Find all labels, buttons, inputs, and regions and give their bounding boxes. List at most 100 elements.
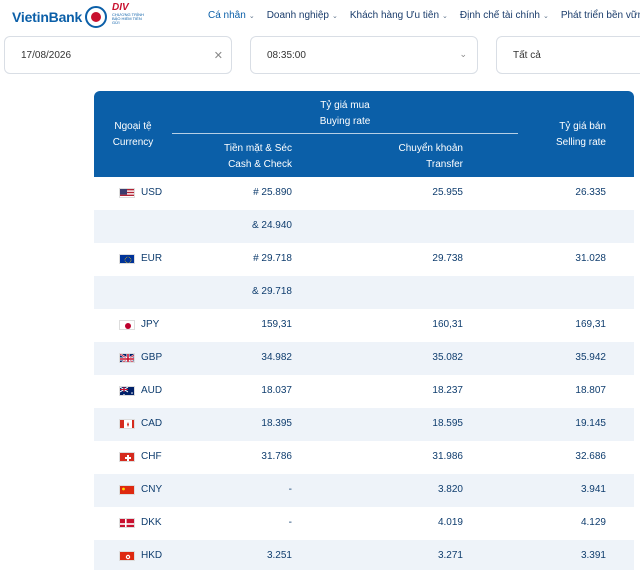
badge-title: DIV — [112, 2, 129, 13]
transfer-rate-cell: 160,31 — [432, 319, 463, 330]
table-row: CHF 31.786 31.986 32.686 — [94, 441, 634, 474]
ca-flag-icon — [119, 418, 135, 429]
nav-item-ca-nhan[interactable]: Cá nhân ⌄ — [208, 10, 255, 21]
table-row: USD # 25.890 25.955 26.335 — [94, 177, 634, 210]
cash-rate-cell: 34.982 — [261, 352, 292, 363]
logo-text: VietinBank — [12, 9, 83, 25]
table-row: HKD 3.251 3.271 3.391 — [94, 540, 634, 570]
selling-rate-cell: 3.941 — [580, 484, 606, 495]
currency-cell: EUR — [119, 253, 162, 264]
cash-rate-cell: - — [288, 517, 292, 528]
nav-item-doanh-nghiep[interactable]: Doanh nghiệp ⌄ — [267, 10, 338, 21]
selling-rate-cell: 4.129 — [580, 517, 606, 528]
hk-flag-icon — [119, 550, 135, 561]
transfer-rate-cell: 31.986 — [432, 451, 463, 462]
header-currency-vi: Ngoại tệ — [114, 121, 152, 132]
logo-mark-icon — [85, 6, 108, 28]
table-row: CNY - 3.820 3.941 — [94, 474, 634, 507]
cash-rate-cell: 18.037 — [261, 385, 292, 396]
header-transfer: Chuyển khoản Transfer — [294, 141, 464, 173]
currency-code: GBP — [141, 352, 163, 363]
header-buying: Tỷ giá mua Buying rate — [172, 98, 518, 130]
nav-item-khach-hang-uu-tien[interactable]: Khách hàng Ưu tiên ⌄ — [350, 10, 448, 21]
selling-rate-cell: 31.028 — [575, 253, 606, 264]
header-selling-en: Selling rate — [555, 137, 606, 148]
currency-cell: GBP — [119, 352, 162, 363]
cash-rate-cell: & 29.718 — [251, 286, 292, 297]
selling-rate-cell: 35.942 — [575, 352, 606, 363]
nav-item-phat-trien-ben-vung[interactable]: Phát triển bền vững — [561, 10, 640, 21]
currency-code: HKD — [141, 550, 163, 561]
selling-rate-cell: 3.391 — [580, 550, 606, 561]
currency-code: JPY — [141, 319, 160, 330]
chevron-down-icon: ⌄ — [459, 49, 467, 59]
currency-cell: DKK — [119, 517, 162, 528]
table-row: EUR # 29.718 29.738 31.028 — [94, 243, 634, 276]
header-selling-vi: Tỷ giá bán — [559, 121, 606, 132]
header-buying-vi: Tỷ giá mua — [320, 100, 370, 111]
cn-flag-icon — [119, 484, 135, 495]
currency-cell: CAD — [119, 418, 162, 429]
time-value: 08:35:00 — [267, 49, 306, 61]
table-body: USD # 25.890 25.955 26.335 & 24.940 EUR # 29.7… — [94, 177, 634, 570]
clear-icon[interactable]: ✕ — [213, 50, 223, 62]
chevron-down-icon: ⌄ — [248, 12, 255, 20]
currency-code: EUR — [141, 253, 163, 264]
chevron-down-icon: ⌄ — [542, 12, 549, 20]
header-currency: Ngoại tệ Currency — [94, 119, 172, 151]
au-flag-icon — [119, 385, 135, 396]
currency-cell: CNY — [119, 484, 162, 495]
currency-filter-select[interactable]: Tất cả — [496, 36, 640, 74]
nav-label: Cá nhân — [208, 10, 246, 21]
badge-subtitle: CHƯƠNG TRÌNH BẢO HIỂM TIỀN GỬI — [112, 12, 144, 25]
table-row: & 29.718 — [94, 276, 634, 309]
cash-rate-cell: 3.251 — [266, 550, 292, 561]
table-row: GBP 34.982 35.082 35.942 — [94, 342, 634, 375]
jp-flag-icon — [119, 319, 135, 330]
chevron-down-icon: ⌄ — [442, 12, 448, 20]
selling-rate-cell: 169,31 — [575, 319, 606, 330]
currency-cell: AUD — [119, 385, 162, 396]
header-cash: Tiền mặt & Séc Cash & Check — [172, 141, 292, 173]
table-row: DKK - 4.019 4.129 — [94, 507, 634, 540]
nav-item-dinh-che-tai-chinh[interactable]: Định chế tài chính ⌄ — [460, 10, 549, 21]
currency-code: CAD — [141, 418, 163, 429]
transfer-rate-cell: 3.820 — [437, 484, 463, 495]
table-row: & 24.940 — [94, 210, 634, 243]
header-transfer-vi: Chuyển khoản — [398, 143, 464, 154]
header-cash-vi: Tiền mặt & Séc — [224, 143, 292, 154]
us-flag-icon — [119, 187, 135, 198]
top-navigation-bar: VietinBank DIV CHƯƠNG TRÌNH BẢO HIỂM TIỀ… — [0, 0, 640, 34]
deposit-insurance-badge: DIV CHƯƠNG TRÌNH BẢO HIỂM TIỀN GỬI — [112, 2, 150, 30]
date-input[interactable]: 17/08/2026 ✕ — [4, 36, 232, 74]
cash-rate-cell: 18.395 — [261, 418, 292, 429]
cash-rate-cell: # 29.718 — [253, 253, 292, 264]
table-row: AUD 18.037 18.237 18.807 — [94, 375, 634, 408]
currency-code: CNY — [141, 484, 163, 495]
cash-rate-cell: - — [288, 484, 292, 495]
header-currency-en: Currency — [112, 137, 154, 148]
ch-flag-icon — [119, 451, 135, 462]
table-row: CAD 18.395 18.595 19.145 — [94, 408, 634, 441]
chevron-down-icon: ⌄ — [331, 12, 338, 20]
filter-value: Tất cả — [513, 49, 541, 61]
currency-code: DKK — [141, 517, 162, 528]
selling-rate-cell: 32.686 — [575, 451, 606, 462]
cash-rate-cell: 31.786 — [261, 451, 292, 462]
vietinbank-logo[interactable]: VietinBank — [12, 6, 108, 28]
time-select[interactable]: 08:35:00 ⌄ — [250, 36, 478, 74]
main-nav: Cá nhân ⌄ Doanh nghiệp ⌄ Khách hàng Ưu tiê… — [208, 10, 640, 21]
currency-cell: JPY — [119, 319, 159, 330]
transfer-rate-cell: 25.955 — [432, 187, 463, 198]
table-row: JPY 159,31 160,31 169,31 — [94, 309, 634, 342]
currency-code: CHF — [141, 451, 162, 462]
selling-rate-cell: 26.335 — [575, 187, 606, 198]
header-buying-en: Buying rate — [319, 116, 371, 127]
selling-rate-cell: 19.145 — [575, 418, 606, 429]
nav-label: Định chế tài chính — [459, 10, 540, 21]
eu-flag-icon — [119, 253, 135, 264]
transfer-rate-cell: 4.019 — [437, 517, 463, 528]
transfer-rate-cell: 18.595 — [432, 418, 463, 429]
currency-cell: HKD — [119, 550, 162, 561]
table-header: Ngoại tệ Currency Tỷ giá mua Buying rate… — [94, 91, 634, 177]
